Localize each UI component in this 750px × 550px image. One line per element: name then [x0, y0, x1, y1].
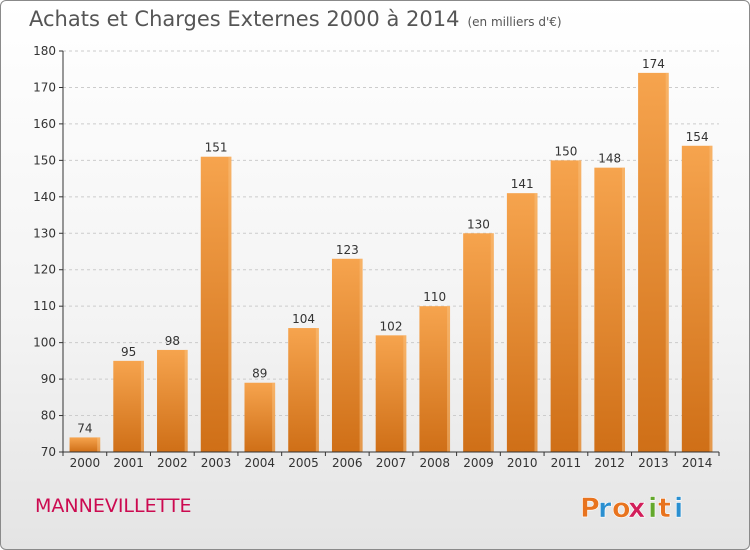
data-label: 150 — [554, 144, 577, 158]
bar-highlight — [534, 193, 538, 452]
data-label: 148 — [598, 152, 621, 166]
y-tick-label: 160 — [33, 117, 56, 131]
chart-title-line: Achats et Charges Externes 2000 à 2014 (e… — [29, 7, 562, 31]
y-tick-label: 150 — [33, 153, 56, 167]
bar-2003 — [200, 156, 232, 452]
logo-letter: t — [658, 493, 671, 523]
data-label: 151 — [205, 141, 228, 155]
y-tick-label: 120 — [33, 263, 56, 277]
x-tick-label: 2003 — [201, 456, 232, 470]
x-tick-label: 2011 — [551, 456, 582, 470]
x-tick-label: 2008 — [419, 456, 450, 470]
bar-highlight — [359, 258, 363, 452]
x-tick-label: 2001 — [113, 456, 144, 470]
x-tick-label: 2007 — [376, 456, 407, 470]
bar-highlight — [228, 156, 232, 452]
axes: 70 80 90 100 110 120 130 140 150 160 170 180 2000 200… — [33, 44, 720, 470]
bar-2006 — [331, 258, 363, 452]
y-tick-label: 180 — [33, 44, 56, 58]
chart-subtitle: (en milliers d'€) — [467, 15, 562, 29]
data-label: 174 — [642, 57, 665, 71]
bar-2011 — [550, 160, 582, 452]
data-label: 95 — [121, 345, 136, 359]
x-tick-label: 2012 — [594, 456, 625, 470]
x-tick-label: 2009 — [463, 456, 494, 470]
bar-highlight — [184, 349, 188, 452]
logo-letter: x — [628, 493, 645, 523]
data-label: 102 — [380, 319, 403, 333]
logo-letter: o — [612, 493, 631, 523]
x-tick-label: 2004 — [245, 456, 276, 470]
data-label: 123 — [336, 243, 359, 257]
commune-name: MANNEVILLETTE — [35, 495, 192, 517]
bar-highlight — [315, 328, 319, 452]
logo-letter: P — [580, 493, 600, 523]
data-label: 130 — [467, 217, 490, 231]
data-label: 98 — [165, 334, 180, 348]
bar-2013 — [638, 72, 669, 452]
bar-2007 — [375, 335, 407, 452]
data-label: 141 — [511, 177, 534, 191]
y-tick-label: 90 — [41, 372, 56, 386]
bar-highlight — [403, 335, 407, 452]
bar-2001 — [113, 360, 144, 452]
y-tick-label: 170 — [33, 80, 56, 94]
logo-letter: r — [598, 493, 612, 523]
x-tick-label: 2005 — [288, 456, 319, 470]
bar-2010 — [506, 193, 538, 452]
bar-highlight — [709, 145, 713, 453]
y-tick-label: 110 — [33, 299, 56, 313]
data-label: 110 — [423, 290, 446, 304]
bar-highlight — [665, 72, 669, 452]
y-tick-label: 80 — [41, 409, 56, 423]
y-tick-label: 140 — [33, 190, 56, 204]
data-label: 89 — [252, 367, 267, 381]
bar-2014 — [681, 145, 713, 453]
proxiti-logo: Pr ox i t i — [580, 493, 684, 523]
bar-2008 — [419, 306, 451, 452]
x-tick-label: 2014 — [682, 456, 713, 470]
y-tick-label: 70 — [41, 445, 56, 459]
bar-highlight — [621, 167, 625, 452]
bar-2009 — [463, 233, 494, 452]
bar-2012 — [594, 167, 625, 452]
bars: 74 95 98 151 89 104 123 102 110 130 141 150 148 174 15… — [69, 57, 713, 453]
data-label: 74 — [77, 421, 92, 435]
y-tick-label: 130 — [33, 226, 56, 240]
bar-highlight — [97, 437, 101, 452]
x-tick-label: 2013 — [638, 456, 669, 470]
logo-letter: i — [648, 493, 657, 523]
x-tick-label: 2010 — [507, 456, 538, 470]
bar-highlight — [140, 360, 144, 452]
bar-highlight — [272, 382, 276, 452]
x-tick-label: 2006 — [332, 456, 363, 470]
x-tick-label: 2002 — [157, 456, 188, 470]
bar-2004 — [244, 382, 276, 452]
chart-title: Achats et Charges Externes 2000 à 2014 — [29, 7, 460, 31]
bar-2000 — [69, 437, 101, 452]
data-label: 154 — [686, 130, 709, 144]
data-label: 104 — [292, 312, 315, 326]
bar-highlight — [490, 233, 494, 452]
logo-letter: i — [674, 493, 683, 523]
bar-2005 — [288, 328, 319, 452]
bar-highlight — [578, 160, 582, 452]
bar-highlight — [447, 306, 451, 452]
y-tick-label: 100 — [33, 336, 56, 350]
x-tick-label: 2000 — [70, 456, 101, 470]
bar-2002 — [157, 349, 188, 452]
